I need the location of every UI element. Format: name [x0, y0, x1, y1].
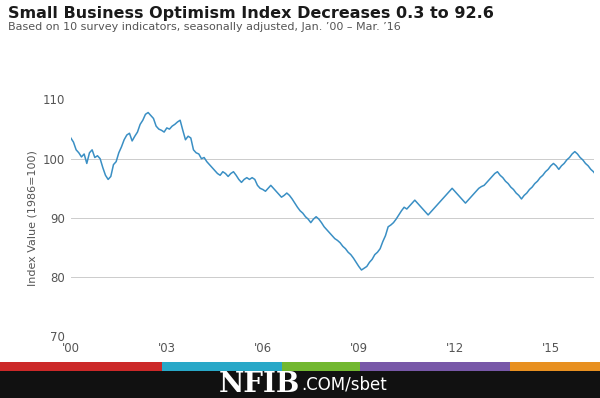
- Text: Small Business Optimism Index Decreases 0.3 to 92.6: Small Business Optimism Index Decreases …: [8, 6, 494, 21]
- Text: .COM/sbet: .COM/sbet: [301, 375, 387, 394]
- Y-axis label: Index Value (1986=100): Index Value (1986=100): [28, 150, 37, 286]
- Text: Based on 10 survey indicators, seasonally adjusted, Jan. ’00 – Mar. ’16: Based on 10 survey indicators, seasonall…: [8, 22, 401, 32]
- Text: NFIB: NFIB: [219, 371, 300, 398]
